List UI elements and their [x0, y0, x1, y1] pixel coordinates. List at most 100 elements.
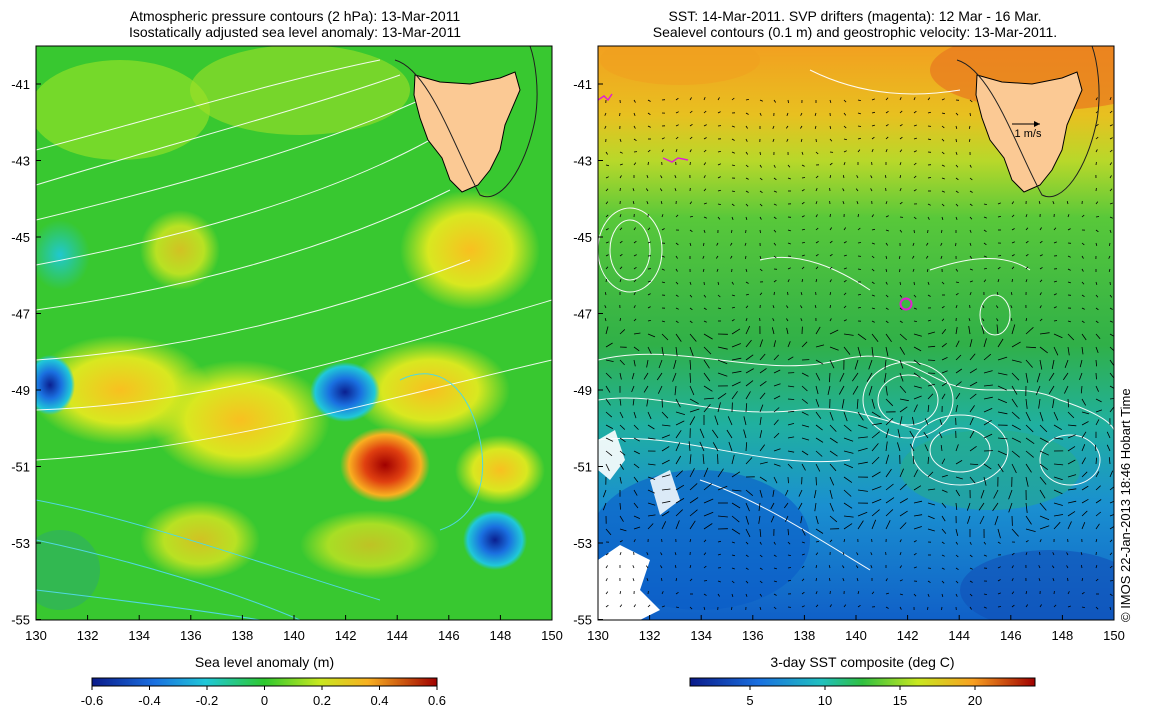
velocity-arrow: [675, 294, 679, 297]
y-tick-label: -47: [573, 307, 592, 322]
velocity-arrow: [758, 502, 761, 511]
velocity-arrow: [1062, 372, 1069, 381]
velocity-arrow: [605, 241, 609, 244]
velocity-arrow: [801, 189, 805, 192]
velocity-arrow: [1039, 450, 1049, 456]
velocity-arrow: [633, 112, 636, 116]
velocity-arrow: [969, 112, 971, 117]
velocity-arrow: [645, 188, 649, 192]
velocity-arrow: [1109, 385, 1114, 389]
velocity-arrow: [857, 112, 862, 115]
velocity-arrow: [745, 554, 749, 558]
velocity-arrow: [1053, 514, 1064, 517]
velocity-arrow: [912, 416, 915, 426]
velocity-arrow: [857, 268, 862, 270]
velocity-arrow: [1039, 267, 1043, 270]
velocity-arrow: [983, 593, 987, 595]
velocity-arrow: [912, 455, 915, 465]
velocity-arrow: [1067, 500, 1077, 504]
velocity-arrow: [785, 489, 789, 496]
velocity-arrow: [871, 98, 875, 101]
velocity-arrow: [941, 203, 945, 207]
x-tick-label: 150: [541, 628, 563, 643]
velocity-arrow: [1067, 228, 1071, 231]
velocity-arrow: [829, 463, 837, 472]
velocity-arrow: [702, 268, 705, 273]
velocity-arrow: [913, 229, 915, 234]
velocity-arrow: [657, 385, 663, 394]
velocity-arrow: [843, 539, 846, 543]
velocity-arrow: [703, 552, 707, 556]
velocity-arrow: [829, 125, 832, 129]
velocity-arrow: [925, 255, 929, 259]
velocity-arrow: [647, 476, 656, 480]
velocity-arrow: [1053, 604, 1057, 608]
velocity-arrow: [871, 456, 880, 465]
velocity-arrow: [787, 554, 791, 556]
velocity-arrow: [731, 370, 742, 374]
velocity-arrow: [983, 216, 987, 219]
velocity-arrow: [868, 359, 873, 370]
velocity-arrow: [909, 443, 915, 452]
velocity-arrow: [1053, 293, 1057, 296]
velocity-arrow: [941, 606, 943, 611]
velocity-arrow: [884, 175, 887, 179]
colorbar-tick-label: -0.4: [138, 693, 160, 708]
velocity-arrow: [675, 268, 678, 272]
velocity-arrow: [926, 242, 929, 246]
velocity-arrow: [661, 605, 665, 608]
velocity-arrow: [913, 404, 918, 413]
velocity-arrow: [884, 372, 887, 383]
velocity-arrow: [1067, 214, 1070, 218]
velocity-arrow: [857, 424, 868, 429]
velocity-arrow: [969, 229, 972, 233]
velocity-arrow: [969, 593, 973, 597]
velocity-arrow: [633, 254, 637, 257]
velocity-arrow: [717, 540, 721, 543]
velocity-arrow: [660, 565, 663, 569]
velocity-arrow: [745, 567, 749, 570]
velocity-arrow: [661, 578, 663, 582]
velocity-arrow: [787, 528, 789, 536]
velocity-arrow: [1109, 97, 1112, 101]
velocity-arrow: [619, 424, 626, 430]
velocity-arrow: [941, 515, 946, 522]
velocity-arrow: [913, 333, 922, 337]
velocity-arrow: [885, 294, 889, 298]
x-tick-label: 136: [742, 628, 764, 643]
velocity-arrow: [843, 241, 847, 244]
velocity-arrow: [955, 368, 963, 374]
velocity-arrow: [955, 216, 958, 220]
velocity-arrow: [829, 411, 834, 421]
velocity-arrow: [913, 500, 923, 504]
velocity-arrow: [997, 278, 1000, 283]
velocity-arrow: [1011, 372, 1020, 381]
velocity-arrow: [1025, 398, 1028, 409]
velocity-arrow: [689, 398, 699, 405]
velocity-arrow: [632, 578, 635, 582]
velocity-arrow: [941, 458, 946, 465]
colorbar-tick-label: 20: [968, 693, 982, 708]
velocity-arrow: [1064, 385, 1069, 394]
velocity-arrow: [1067, 411, 1075, 419]
velocity-arrow: [783, 502, 789, 509]
velocity-arrow: [1109, 202, 1113, 205]
velocity-arrow: [773, 593, 777, 596]
velocity-arrow: [969, 190, 973, 193]
velocity-arrow: [1109, 110, 1113, 114]
velocity-arrow: [983, 541, 987, 545]
velocity-arrow: [1039, 489, 1046, 499]
velocity-arrow: [731, 343, 741, 348]
velocity-arrow: [815, 227, 819, 231]
velocity-arrow: [913, 124, 917, 127]
velocity-arrow: [745, 368, 754, 374]
velocity-arrow: [1109, 486, 1114, 491]
velocity-arrow: [885, 346, 889, 357]
velocity-arrow: [939, 419, 943, 426]
y-tick-label: -45: [11, 230, 30, 245]
velocity-arrow: [759, 353, 766, 361]
drifter-track: [662, 157, 689, 163]
velocity-arrow: [829, 476, 835, 486]
velocity-arrow: [966, 502, 971, 511]
velocity-arrow: [1095, 606, 1099, 610]
